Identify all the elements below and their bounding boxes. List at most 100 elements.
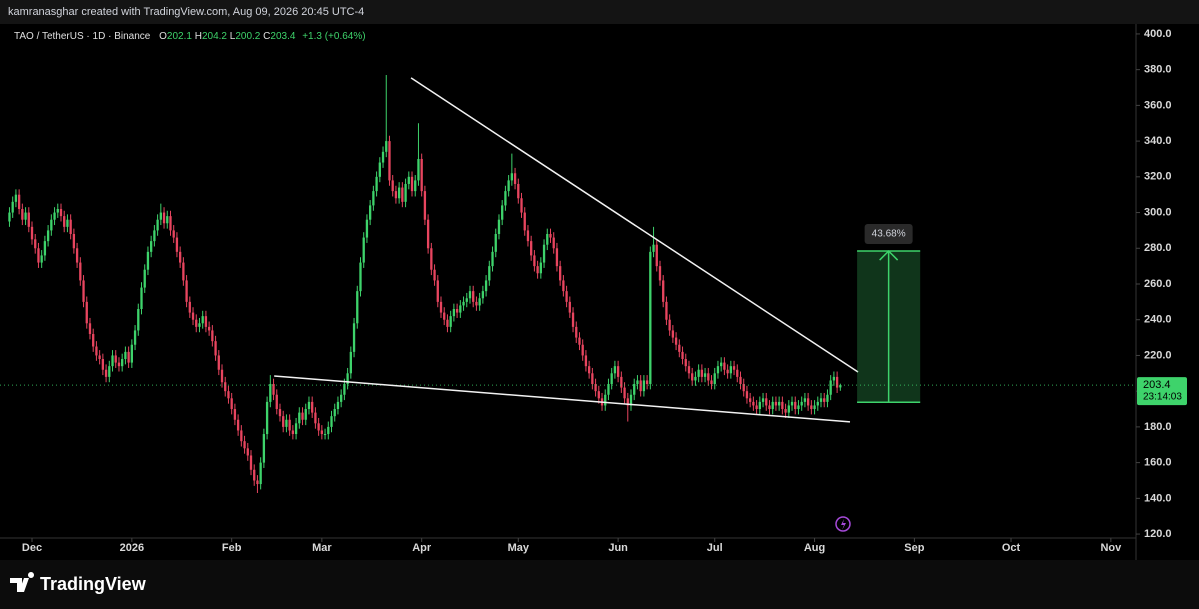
candle-body <box>85 301 88 324</box>
candle-body <box>465 298 468 302</box>
candle-body <box>291 430 295 435</box>
x-tick-label: Oct <box>1002 542 1021 554</box>
candle-body <box>658 266 662 281</box>
candle-body <box>182 262 185 281</box>
candle-body <box>591 373 594 385</box>
measure-arrowhead <box>879 249 899 261</box>
candle-body <box>282 416 285 427</box>
candle-body <box>610 373 613 385</box>
candle-body <box>742 384 745 392</box>
candle-body <box>178 251 182 263</box>
candle-body <box>304 409 307 420</box>
x-tick-label: Feb <box>222 542 242 554</box>
candle-body <box>72 233 76 249</box>
candle-body <box>597 391 600 399</box>
candle-body <box>604 394 607 406</box>
candle-body <box>401 187 404 202</box>
change: +1.3 (+0.64%) <box>302 31 365 42</box>
candle-body <box>620 376 623 388</box>
candle-body <box>269 384 272 402</box>
candle-body <box>710 380 713 385</box>
candle-body <box>166 216 169 224</box>
y-tick-label: 260.0 <box>1144 278 1172 290</box>
candle-body <box>307 401 311 410</box>
candle-body <box>124 351 127 360</box>
candle-body <box>452 309 456 317</box>
candle-body <box>713 373 716 385</box>
candle-body <box>349 351 352 374</box>
candle-body <box>404 183 407 202</box>
candle-body <box>98 355 101 360</box>
candle-body <box>491 251 494 267</box>
candle-body <box>108 366 111 377</box>
candle-body <box>285 419 288 427</box>
candle-body <box>17 194 21 209</box>
candle-body <box>150 241 153 252</box>
x-tick-label: Mar <box>312 542 332 554</box>
candle-body <box>340 394 343 402</box>
x-tick-label: Nov <box>1100 542 1122 554</box>
ohlc-value: 200.2 <box>235 31 260 42</box>
candle-body <box>230 398 233 410</box>
candle-body <box>623 387 626 399</box>
candle-body <box>497 219 501 234</box>
candle-body <box>578 337 581 345</box>
candle-body <box>758 401 761 410</box>
candle-body <box>188 301 191 313</box>
y-tick-label: 220.0 <box>1144 349 1172 361</box>
candle-body <box>517 183 520 199</box>
candle-body <box>79 262 82 281</box>
y-tick-label: 180.0 <box>1144 421 1172 433</box>
candle-body <box>784 409 787 413</box>
candle-body <box>694 376 697 381</box>
candle-body <box>484 280 488 292</box>
candle-body <box>159 212 162 220</box>
event-bolt <box>841 519 846 530</box>
ohlc-value: 203.4 <box>270 31 295 42</box>
candle-body <box>175 237 179 252</box>
candle-body <box>346 373 349 385</box>
candle-body <box>472 291 475 302</box>
candle-body <box>253 469 256 481</box>
candle-body <box>278 409 282 417</box>
candle-body <box>832 376 836 381</box>
candle-body <box>613 366 617 374</box>
candle-body <box>703 373 707 377</box>
candle-body <box>43 241 47 256</box>
candle-body <box>114 355 117 363</box>
x-tick-label: Sep <box>904 542 924 554</box>
candle-body <box>800 401 803 406</box>
candle-body <box>8 212 11 222</box>
candle-body <box>794 401 797 410</box>
event-icon <box>835 516 851 532</box>
candle-body <box>352 323 356 352</box>
candle-body <box>204 316 208 327</box>
candle-body <box>671 330 675 338</box>
candle-body <box>185 280 188 302</box>
candle-body <box>288 419 291 431</box>
candle-body <box>542 244 546 263</box>
candle-body <box>127 351 130 363</box>
x-tick-label: Apr <box>412 542 432 554</box>
x-tick-label: Aug <box>804 542 825 554</box>
candle-body <box>211 330 214 342</box>
y-tick-label: 360.0 <box>1144 99 1172 111</box>
candle-body <box>365 219 369 238</box>
candle-body <box>294 423 298 435</box>
candle-body <box>835 376 839 388</box>
candle-body <box>265 401 269 435</box>
candle-body <box>417 158 420 181</box>
candle-body <box>533 255 536 267</box>
y-tick-label: 300.0 <box>1144 206 1172 218</box>
candle-body <box>633 384 636 395</box>
candle-body <box>11 201 14 213</box>
candle-body <box>140 287 143 310</box>
candle-body <box>301 412 304 420</box>
candle-body <box>790 401 794 406</box>
candle-body <box>736 369 739 377</box>
candle-body <box>391 180 394 192</box>
candle-body <box>207 326 211 331</box>
candle-body <box>256 480 259 485</box>
candle-body <box>761 398 765 402</box>
